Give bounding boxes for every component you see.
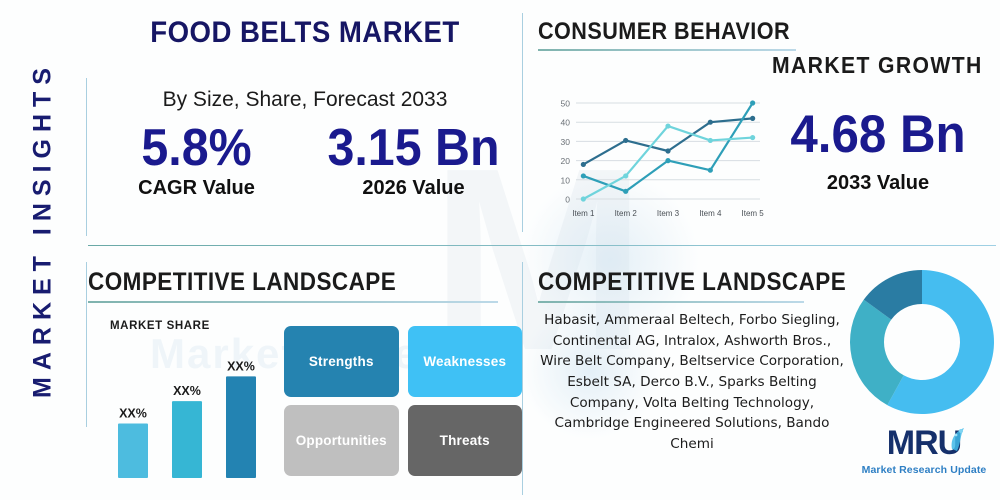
market-share-bar-chart: XX% XX% XX% [118,359,256,478]
svg-text:30: 30 [561,137,571,147]
heading-underline [538,49,796,51]
sidebar-title: MARKET INSIGHTS [28,61,57,398]
market-growth-heading: MARKET GROWTH [772,52,983,78]
consumer-behavior-heading: CONSUMER BEHAVIOR [538,18,791,45]
market-growth-value: 4.68 Bn [790,105,966,164]
divider-vertical-center-bottom [522,262,523,495]
swot-label: Threats [439,433,490,448]
stat-2026: 3.15 Bn 2026 Value [305,119,522,200]
swot-cell-threats[interactable]: Threats [407,405,522,476]
svg-text:Item 4: Item 4 [699,209,722,218]
market-growth-label: 2033 Value [826,172,930,194]
panel-overview: FOOD BELTS MARKET By Size, Share, Foreca… [88,0,522,245]
panel-competitive-landscape-left: COMPETITIVE LANDSCAPE MARKET SHARE XX% XX… [88,250,522,500]
competitive-landscape-heading-right: COMPETITIVE LANDSCAPE [538,268,847,296]
market-split-donut-chart [850,270,994,414]
svg-text:Item 3: Item 3 [657,209,680,218]
market-share-title: MARKET SHARE [110,320,210,332]
svg-text:20: 20 [561,156,571,166]
heading-underline [88,301,498,303]
stat-cagr-value: 5.8% [141,119,252,177]
panel-competitive-landscape-right: COMPETITIVE LANDSCAPE Habasit, Ammeraal … [524,250,1000,500]
swot-label: Opportunities [295,433,387,448]
divider-vertical-left-bottom [86,262,87,427]
stat-2026-value: 3.15 Bn [327,119,500,177]
consumer-behavior-line-chart: 0 10 20 30 40 50 Item 1 Item 2 Item 3 Item 4 Item … [561,99,765,219]
svg-text:XX%: XX% [173,384,201,398]
svg-text:XX%: XX% [227,359,255,373]
swot-label: Strengths [308,354,374,369]
swot-grid: Strengths Weaknesses Opportunities Threa… [284,326,522,476]
svg-text:Item 5: Item 5 [742,209,765,218]
divider-vertical-center-top [522,13,523,232]
logo-mark-text: MRU [886,424,962,462]
logo-swoosh-icon [951,428,964,451]
stat-row: 5.8% CAGR Value 3.15 Bn 2026 Value [88,119,522,200]
brand-logo: MRU Market Research Update [844,426,1000,476]
divider-horizontal-middle [88,245,996,246]
svg-text:0: 0 [565,195,570,205]
svg-text:XX%: XX% [119,406,147,420]
panel-consumer-behavior: CONSUMER BEHAVIOR MARKET GROWTH 4.68 Bn … [524,0,1000,245]
heading-underline [538,301,804,303]
swot-cell-strengths[interactable]: Strengths [284,326,399,397]
logo-subtitle: Market Research Update [861,464,987,476]
svg-text:10: 10 [561,175,571,185]
sidebar: MARKET INSIGHTS [0,0,86,500]
market-split-donut-wrap [842,262,1000,422]
swot-label: Weaknesses [423,354,507,369]
competitive-landscape-heading-left: COMPETITIVE LANDSCAPE [88,268,397,296]
page-subtitle: By Size, Share, Forecast 2033 [162,88,448,111]
svg-text:Item 2: Item 2 [615,209,638,218]
svg-text:Item 1: Item 1 [572,209,595,218]
stat-cagr-label: CAGR Value [138,177,255,200]
svg-text:50: 50 [561,99,571,109]
swot-cell-weaknesses[interactable]: Weaknesses [407,326,522,397]
stat-2026-label: 2026 Value [362,177,465,200]
swot-cell-opportunities[interactable]: Opportunities [284,405,399,476]
divider-vertical-left-top [86,78,87,236]
page-title: FOOD BELTS MARKET [150,16,460,49]
svg-text:40: 40 [561,118,571,128]
stat-cagr: 5.8% CAGR Value [88,119,305,200]
company-list: Habasit, Ammeraal Beltech, Forbo Sieglin… [540,312,844,452]
